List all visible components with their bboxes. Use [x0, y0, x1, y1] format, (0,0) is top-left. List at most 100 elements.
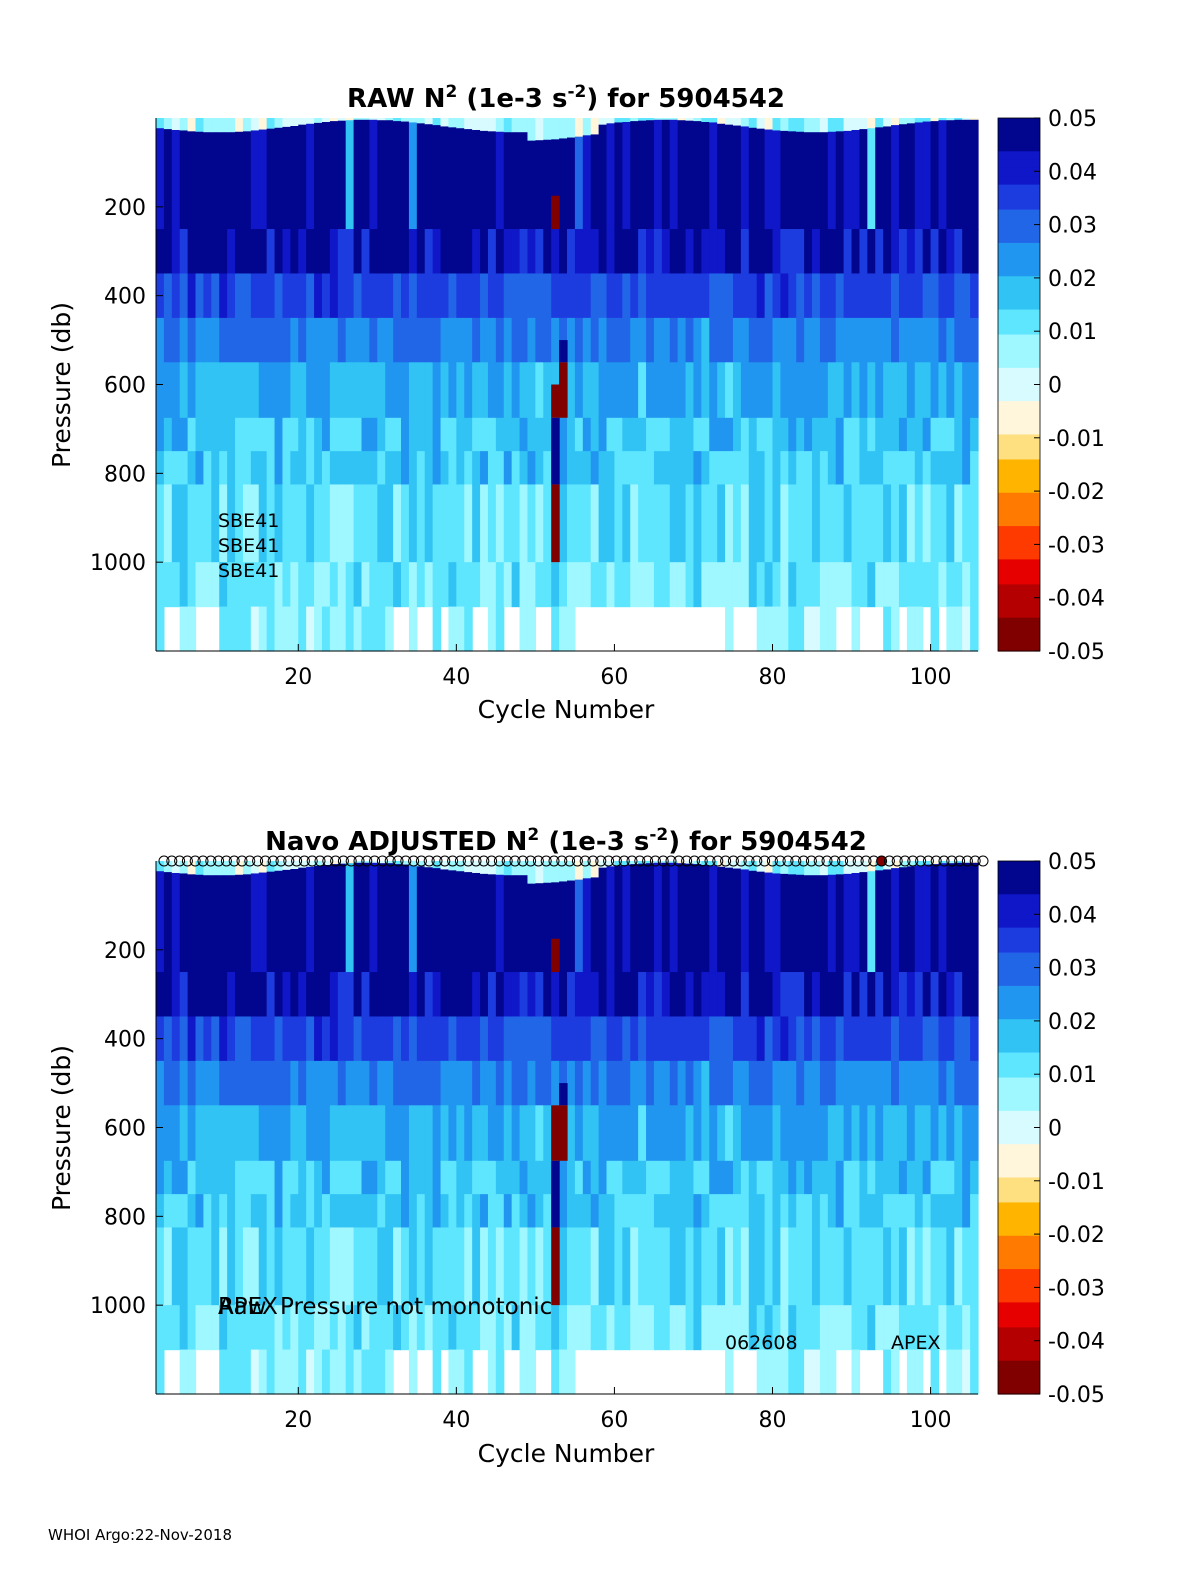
heatmap-cell	[756, 1349, 766, 1395]
heatmap-cell	[764, 417, 774, 452]
heatmap-cell	[187, 972, 197, 1018]
qc-flag-circle	[790, 855, 802, 867]
heatmap-cell	[709, 451, 718, 486]
heatmap-cell	[559, 1194, 568, 1229]
heatmap-cell	[242, 874, 252, 973]
heatmap-cell	[551, 606, 560, 652]
heatmap-cell	[219, 1227, 228, 1306]
qc-flag-circle	[603, 855, 615, 867]
heatmap-cell	[369, 1016, 378, 1062]
heatmap-cell	[891, 273, 900, 319]
heatmap-cell	[219, 1160, 228, 1195]
heatmap-cell	[606, 123, 616, 230]
heatmap-cell	[843, 1160, 853, 1195]
heatmap-cell	[796, 1349, 805, 1395]
heatmap-cell	[614, 1060, 623, 1106]
qc-flag-circle	[517, 855, 529, 867]
heatmap-cell	[646, 1305, 655, 1351]
heatmap-cell	[970, 229, 979, 275]
heatmap-cell	[930, 1349, 940, 1395]
heatmap-cell	[764, 118, 774, 131]
heatmap-cell	[590, 972, 600, 1018]
colorbar-segment	[998, 1069, 1040, 1079]
heatmap-cell	[567, 1016, 576, 1062]
heatmap-cell	[740, 229, 750, 275]
y-tick-label: 400	[104, 1028, 146, 1053]
heatmap-cell	[274, 972, 284, 1018]
heatmap-cell	[898, 861, 908, 868]
heatmap-cell	[780, 861, 789, 875]
heatmap-cell	[274, 562, 284, 608]
heatmap-cell	[282, 118, 291, 128]
colorbar-segment	[998, 467, 1040, 477]
heatmap-cell	[337, 362, 347, 419]
heatmap-cell	[527, 861, 536, 885]
heatmap-cell	[551, 229, 560, 275]
heatmap-cell	[709, 562, 718, 608]
heatmap-cell	[922, 861, 932, 866]
heatmap-cell	[725, 484, 734, 563]
heatmap-cell	[693, 1305, 702, 1351]
heatmap-cell	[227, 1105, 236, 1162]
heatmap-cell	[187, 1194, 197, 1229]
heatmap-cell	[614, 362, 623, 419]
heatmap-cell	[638, 229, 647, 275]
heatmap-cell	[598, 867, 608, 973]
heatmap-cell	[495, 1349, 505, 1395]
heatmap-cell	[867, 1060, 876, 1106]
qc-flag-circle	[454, 855, 466, 867]
colorbar-segment	[998, 1052, 1040, 1062]
heatmap-cell	[385, 1016, 394, 1062]
heatmap-cell	[298, 1349, 307, 1395]
heatmap-cell	[804, 972, 813, 1018]
heatmap-cell	[535, 317, 544, 363]
colorbar-segment	[998, 1010, 1040, 1020]
heatmap-cell	[416, 1160, 426, 1195]
heatmap-cell	[709, 1105, 718, 1162]
heatmap-cell	[306, 1305, 315, 1351]
heatmap-cell	[701, 122, 710, 230]
heatmap-cell	[717, 1105, 726, 1162]
heatmap-cell	[377, 451, 386, 486]
heatmap-cell	[495, 118, 505, 133]
heatmap-cell	[772, 273, 781, 319]
annotation-pressure-not-monotonic: Pressure not monotonic	[280, 1294, 552, 1320]
heatmap-cell	[867, 562, 876, 608]
qc-flag-circle	[649, 855, 661, 867]
heatmap-cell	[638, 118, 647, 122]
heatmap-cell	[321, 417, 331, 452]
heatmap-cell	[337, 972, 347, 1018]
heatmap-cell	[954, 1105, 963, 1162]
heatmap-cell	[266, 128, 276, 230]
heatmap-cell	[393, 273, 402, 319]
heatmap-cell	[653, 229, 663, 275]
heatmap-cell	[796, 131, 805, 230]
heatmap-cell	[725, 1349, 734, 1395]
heatmap-cell	[740, 1060, 750, 1106]
heatmap-cell	[756, 1016, 766, 1062]
heatmap-cell	[883, 1194, 892, 1229]
heatmap-cell	[163, 1305, 173, 1351]
heatmap-cell	[772, 1305, 781, 1351]
heatmap-cell	[298, 606, 307, 652]
heatmap-cell	[156, 1305, 165, 1351]
heatmap-cell	[266, 972, 276, 1018]
qc-flag-circle	[423, 855, 435, 867]
heatmap-cell	[970, 273, 979, 319]
heatmap-cell	[527, 417, 536, 452]
heatmap-cell	[859, 484, 868, 563]
heatmap-cell	[242, 1160, 252, 1195]
heatmap-cell	[401, 229, 410, 275]
heatmap-cell	[804, 1160, 813, 1195]
heatmap-cell	[946, 1016, 955, 1062]
x-axis-label: Cycle Number	[478, 695, 655, 724]
heatmap-cell	[922, 972, 932, 1018]
heatmap-cell	[630, 1105, 639, 1162]
heatmap-cell	[970, 417, 979, 452]
heatmap-cell	[527, 1194, 536, 1229]
heatmap-cell	[851, 1349, 861, 1395]
heatmap-cell	[393, 484, 402, 563]
heatmap-cell	[717, 1160, 726, 1195]
heatmap-cell	[369, 862, 378, 973]
